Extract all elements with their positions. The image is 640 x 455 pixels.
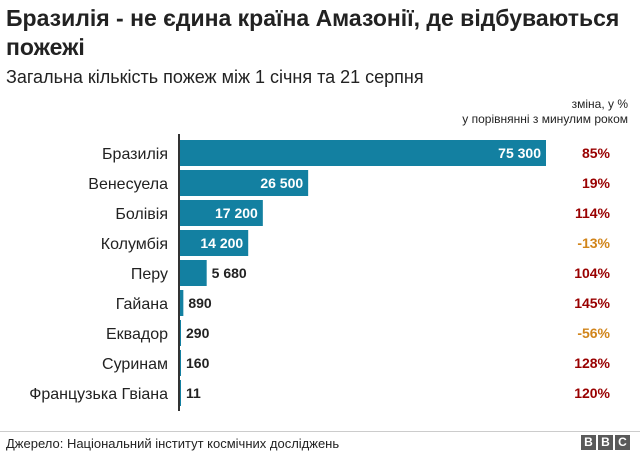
bar-chart: Бразилія 75 300 85% Венесуела 26 500 19% Болів…: [29, 134, 611, 411]
bar-value-label: 160: [186, 355, 210, 371]
bar-value-label: 290: [186, 325, 210, 341]
category-label: Перу: [131, 266, 168, 283]
bar-value-label: 26 500: [260, 175, 303, 191]
bar-value-label: 5 680: [212, 265, 247, 281]
bar: [179, 200, 263, 226]
chart-title: Бразилія - не єдина країна Амазонії, де …: [6, 5, 620, 60]
footer: Джерело: Національний інститут космічних…: [0, 431, 640, 455]
bbc-logo-letter: B: [598, 435, 613, 450]
bar: [179, 290, 184, 316]
bar-value-label: 14 200: [200, 235, 243, 251]
change-value: 114%: [575, 205, 611, 221]
bar-value-label: 17 200: [215, 205, 258, 221]
change-value: 104%: [574, 265, 610, 281]
bbc-logo-letter: C: [615, 435, 630, 450]
bar: [179, 170, 309, 196]
bar: [179, 140, 546, 166]
bbc-logo: B B C: [581, 435, 630, 450]
source-note: Джерело: Національний інститут космічних…: [6, 436, 340, 451]
bar-value-label: 890: [188, 295, 212, 311]
bbc-logo-letter: B: [581, 435, 596, 450]
category-label: Еквадор: [106, 326, 168, 343]
category-label: Французька Гвіана: [29, 386, 168, 403]
change-value: 128%: [574, 355, 610, 371]
chart-subtitle: Загальна кількість пожеж між 1 січня та …: [6, 67, 424, 87]
bar-value-label: 11: [186, 385, 201, 401]
change-header-line-2: у порівнянні з минулим роком: [462, 112, 628, 126]
change-value: -56%: [577, 325, 610, 341]
bar: [179, 230, 249, 256]
category-label: Гайана: [116, 296, 168, 313]
change-value: 145%: [574, 295, 610, 311]
bar-value-label: 75 300: [498, 145, 541, 161]
category-label: Суринам: [102, 356, 168, 373]
category-label: Венесуела: [88, 176, 168, 193]
category-label: Бразилія: [102, 146, 168, 163]
change-value: 85%: [582, 145, 611, 161]
category-label: Болівія: [115, 206, 168, 223]
bar: [179, 260, 207, 286]
change-value: 19%: [582, 175, 611, 191]
change-value: -13%: [577, 235, 610, 251]
change-value: 120%: [574, 385, 610, 401]
change-column-header: зміна, у % у порівнянні з минулим роком: [462, 97, 628, 127]
change-header-line-1: зміна, у %: [571, 97, 628, 111]
category-label: Колумбія: [101, 236, 168, 253]
